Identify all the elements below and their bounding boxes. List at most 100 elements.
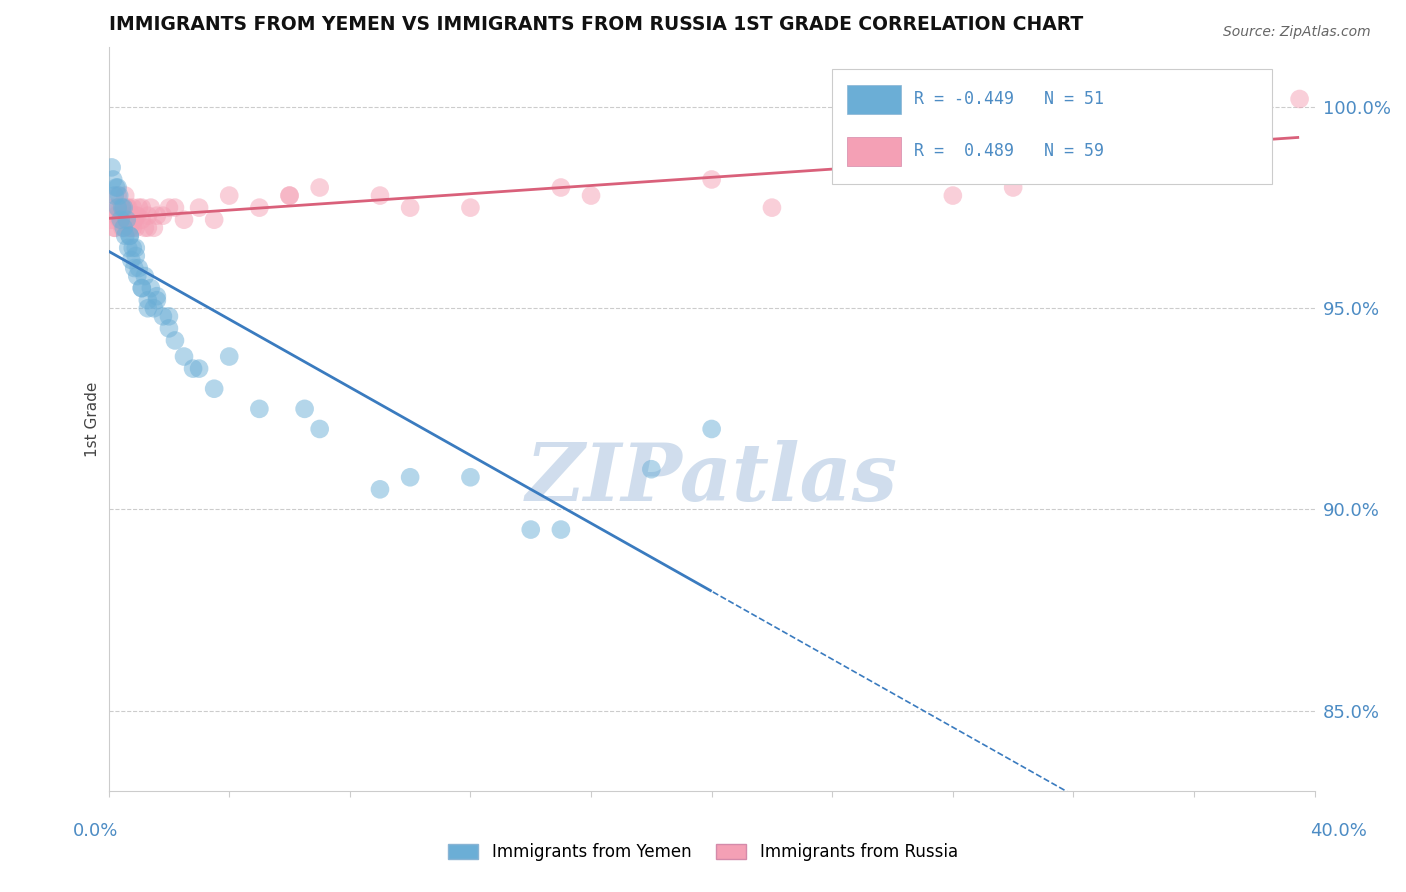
Point (399, 201, 422, 215)
Point (247, 201, 270, 215)
Point (157, 310, 180, 324)
Point (278, 188, 301, 202)
Point (1243, 79, 1265, 94)
Point (308, 180, 330, 194)
Point (110, 201, 132, 215)
Point (173, 212, 195, 227)
Point (218, 188, 240, 202)
Point (128, 260, 150, 275)
Point (181, 361, 204, 376)
Point (173, 350, 195, 364)
Point (134, 268, 156, 283)
Point (112, 212, 135, 227)
Point (460, 201, 482, 215)
Point (218, 350, 240, 364)
Point (108, 188, 131, 202)
Point (104, 220, 127, 235)
Point (142, 220, 165, 235)
Point (107, 201, 129, 215)
Text: IMMIGRANTS FROM YEMEN VS IMMIGRANTS FROM RUSSIA 1ST GRADE CORRELATION CHART: IMMIGRANTS FROM YEMEN VS IMMIGRANTS FROM… (108, 15, 1083, 34)
Point (157, 321, 180, 335)
Point (107, 201, 129, 215)
Point (851, 161, 873, 175)
Point (152, 310, 174, 324)
Text: Source: ZipAtlas.com: Source: ZipAtlas.com (1223, 25, 1371, 39)
Point (139, 281, 162, 295)
Point (108, 212, 131, 227)
Point (579, 188, 602, 202)
Point (105, 209, 128, 223)
Point (117, 201, 139, 215)
Point (125, 249, 148, 263)
Point (114, 228, 136, 243)
Point (368, 188, 391, 202)
Point (550, 523, 572, 537)
Point (121, 220, 143, 235)
Point (139, 201, 162, 215)
Point (460, 470, 482, 484)
Point (247, 401, 270, 416)
Point (202, 382, 225, 396)
Point (136, 301, 159, 316)
Text: 40.0%: 40.0% (1310, 822, 1367, 840)
Point (278, 188, 301, 202)
FancyBboxPatch shape (832, 69, 1272, 185)
Point (122, 212, 145, 227)
Point (163, 334, 186, 348)
Point (121, 201, 143, 215)
Point (131, 281, 153, 295)
Point (115, 212, 138, 227)
Point (112, 201, 135, 215)
Bar (846, 137, 901, 166)
Point (368, 483, 391, 497)
Point (120, 252, 142, 267)
Point (700, 172, 723, 186)
Point (163, 201, 186, 215)
Point (118, 228, 141, 243)
Point (118, 220, 141, 235)
Point (127, 209, 149, 223)
Point (115, 212, 138, 227)
Point (105, 180, 128, 194)
Point (308, 422, 330, 436)
Text: R = -0.449   N = 51: R = -0.449 N = 51 (914, 90, 1104, 108)
Point (127, 268, 149, 283)
Point (122, 260, 145, 275)
Point (101, 172, 124, 186)
Text: 0.0%: 0.0% (73, 822, 118, 840)
Point (294, 401, 316, 416)
Point (125, 220, 148, 235)
Point (118, 228, 141, 243)
Point (112, 209, 135, 223)
Y-axis label: 1st Grade: 1st Grade (86, 381, 100, 457)
Point (136, 293, 159, 308)
Legend: Immigrants from Yemen, Immigrants from Russia: Immigrants from Yemen, Immigrants from R… (441, 837, 965, 868)
Point (202, 212, 225, 227)
Point (640, 462, 662, 476)
Point (188, 201, 211, 215)
Point (1288, 92, 1310, 106)
Point (100, 161, 122, 175)
Point (125, 209, 148, 223)
Point (114, 188, 136, 202)
Point (120, 209, 142, 223)
Text: R =  0.489   N = 59: R = 0.489 N = 59 (914, 142, 1104, 160)
Point (115, 201, 138, 215)
Bar (846, 86, 901, 113)
Point (131, 212, 153, 227)
Point (112, 220, 135, 235)
Point (104, 188, 127, 202)
Point (146, 293, 169, 308)
Point (152, 209, 174, 223)
Point (111, 201, 134, 215)
Point (121, 241, 143, 255)
Point (136, 220, 159, 235)
Point (101, 201, 124, 215)
Point (188, 361, 211, 376)
Point (100, 212, 122, 227)
Point (131, 201, 153, 215)
Point (1153, 161, 1175, 175)
Point (117, 241, 139, 255)
Point (157, 201, 180, 215)
Text: ZIPatlas: ZIPatlas (526, 440, 897, 517)
